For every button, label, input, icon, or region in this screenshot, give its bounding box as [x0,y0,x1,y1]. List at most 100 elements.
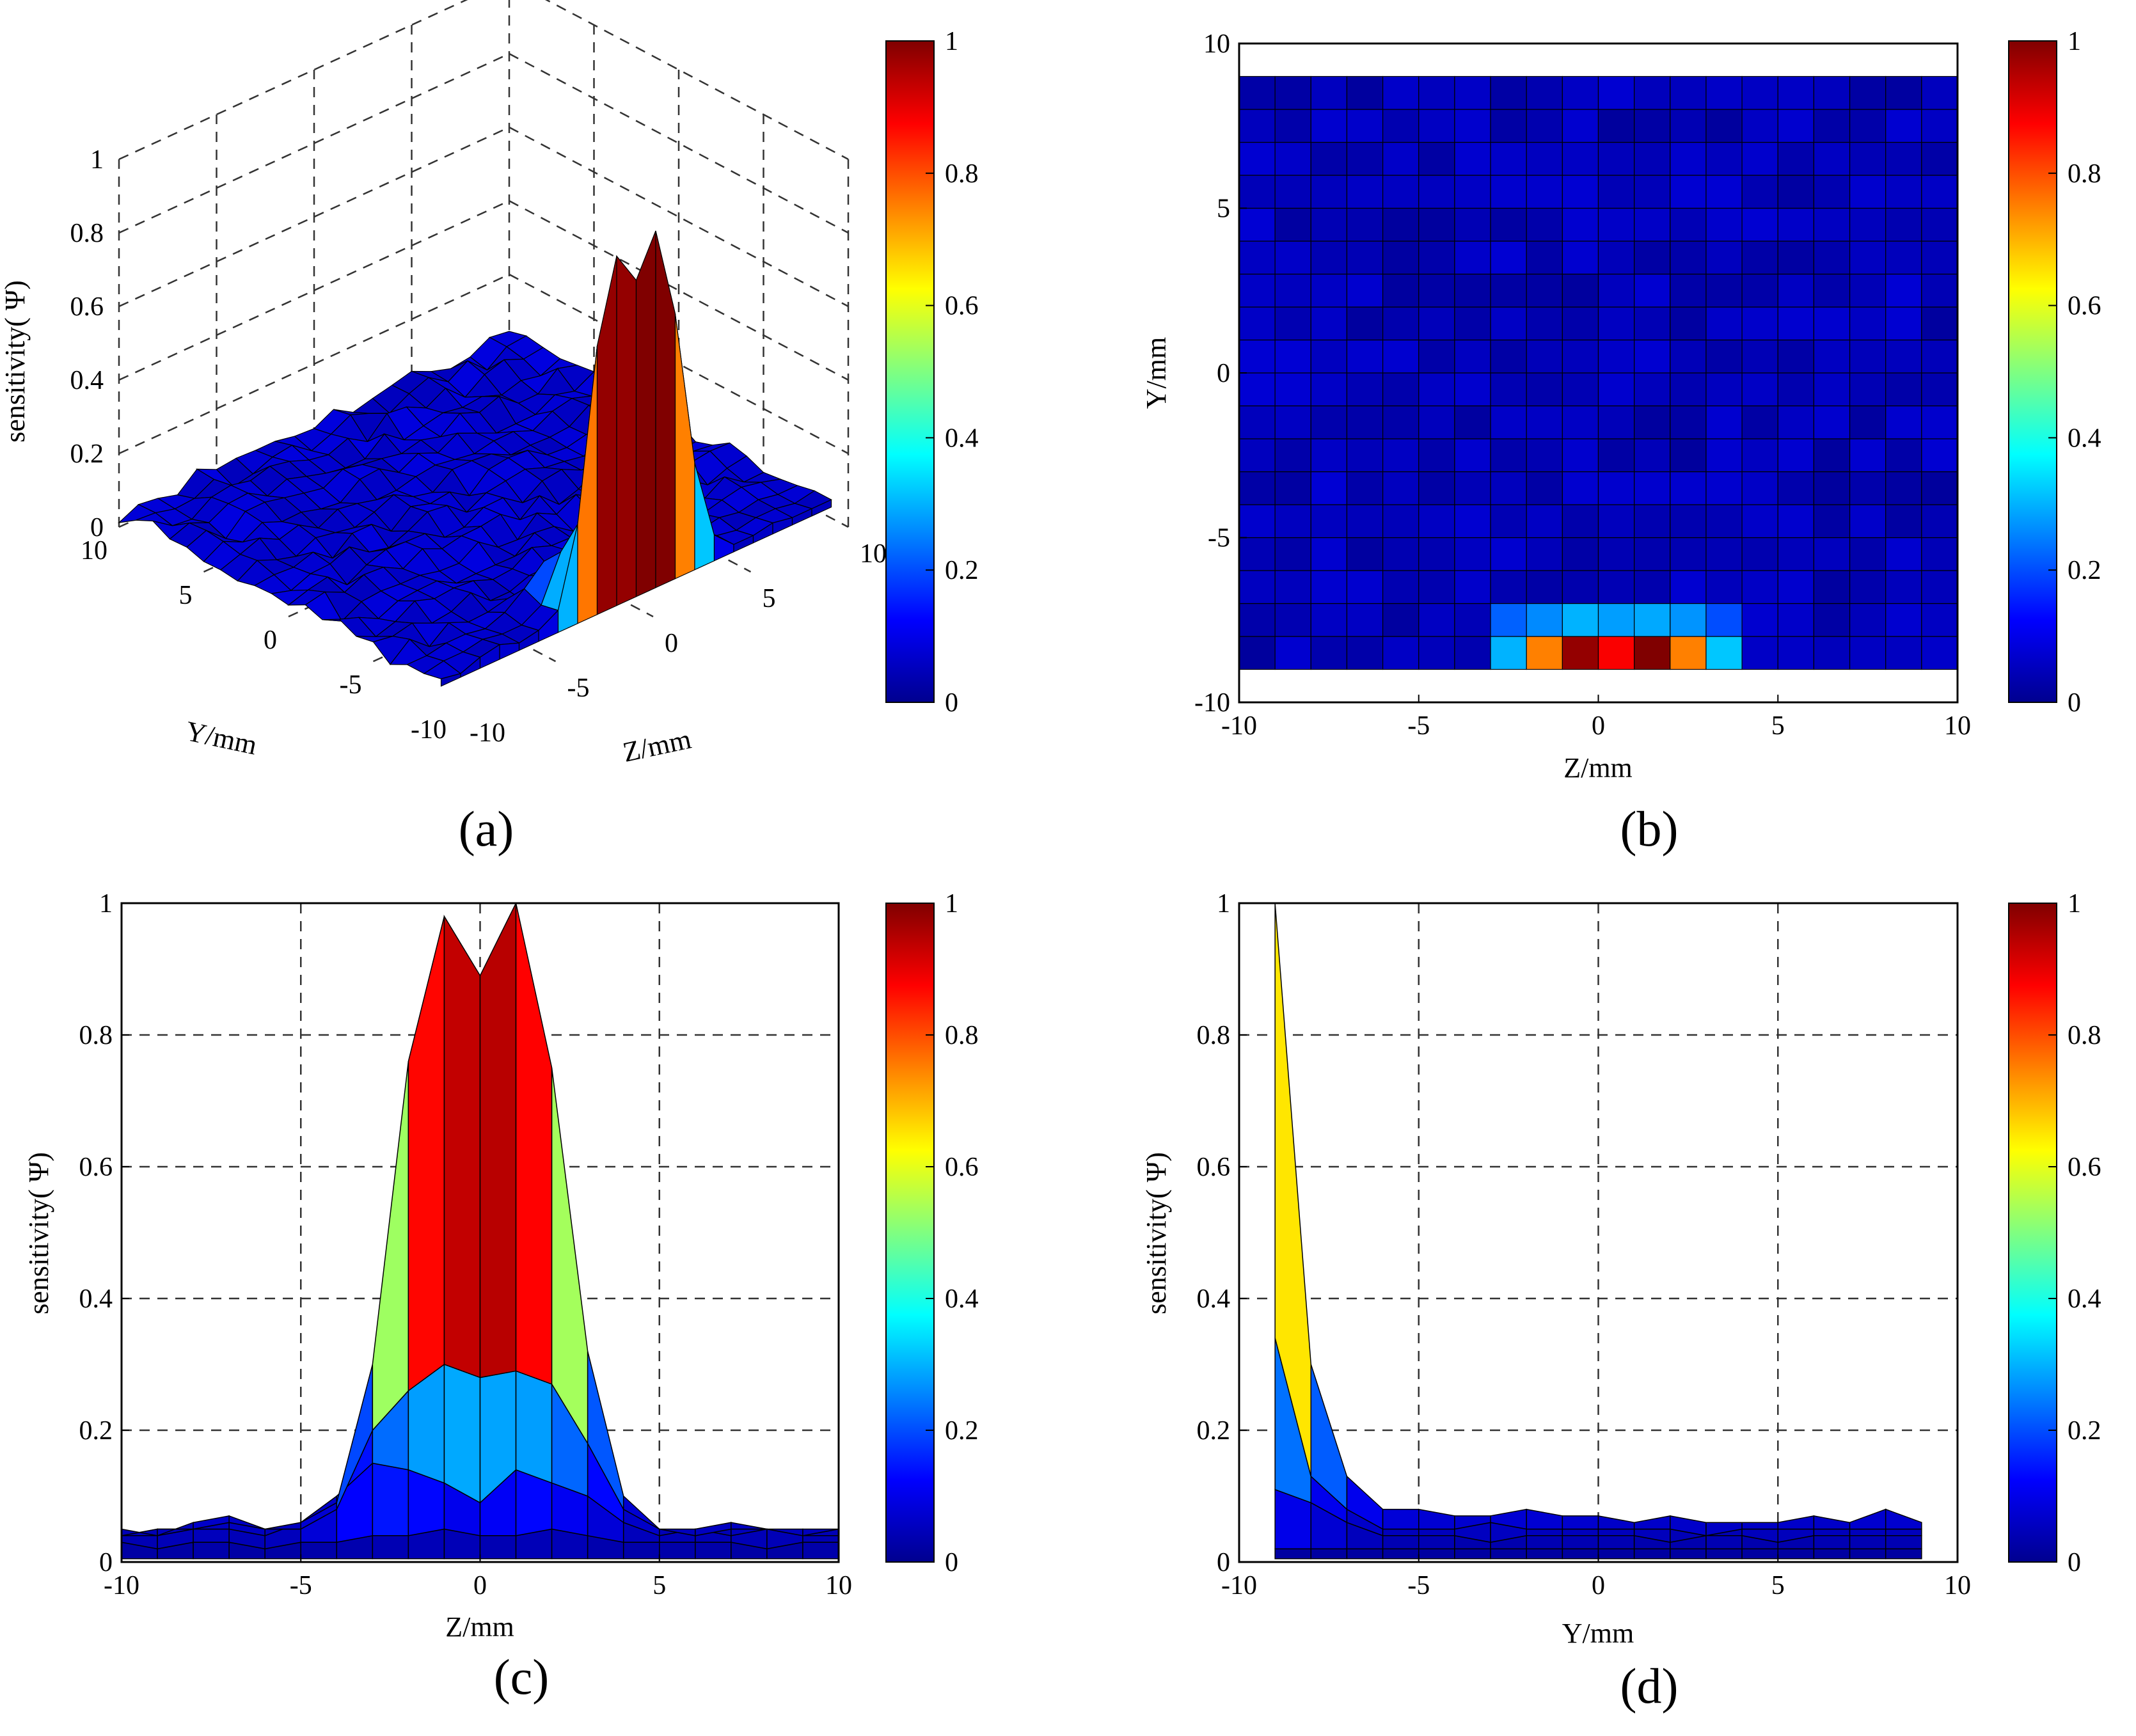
heatmap-cell [1274,603,1311,637]
heatmap-cell [1705,273,1743,308]
y-tick-label: 1 [99,889,113,919]
series-patch [1490,1548,1527,1559]
series-patch [1310,1548,1348,1559]
heatmap-cell [1238,570,1276,604]
heatmap-cell [1741,570,1778,604]
heatmap-cell [1346,570,1384,604]
heatmap-cell [1346,273,1384,308]
x-tick-label: 10 [1944,711,1971,741]
heatmap-cell [1382,241,1420,275]
heatmap-cell [1705,109,1743,143]
heatmap-cell [1741,438,1778,473]
heatmap-cell [1310,372,1348,407]
heatmap-cell [1526,241,1563,275]
heatmap-cell [1921,438,1958,473]
heatmap-cell [1418,273,1455,308]
panel-b-x-ticks: -10 -5 0 5 10 [1221,695,1971,741]
heatmap-cell [1238,109,1276,143]
heatmap-cell [1670,141,1707,176]
heatmap-cell [1238,273,1276,308]
heatmap-cell [1921,75,1958,110]
heatmap-cell [1813,537,1851,571]
series-patch [372,1535,409,1559]
heatmap-cell [1741,405,1778,439]
heatmap-cell [1382,471,1420,505]
heatmap-cell [1346,438,1384,473]
x-tick-label: -10 [470,718,505,748]
heatmap-cell [1597,241,1635,275]
series-patch [1885,1508,1922,1530]
heatmap-cell [1670,175,1707,209]
heatmap-cell [1849,339,1887,374]
heatmap-cell [1670,504,1707,539]
heatmap-cell [1526,273,1563,308]
heatmap-cell [1634,339,1671,374]
heatmap-cell [1346,339,1384,374]
series-patch [443,1363,481,1504]
heatmap-cell [1885,372,1922,407]
y-tick-label: 10 [81,536,107,565]
heatmap-cell [1418,570,1455,604]
heatmap-cell [1382,372,1420,407]
heatmap-cell [1741,141,1778,176]
heatmap-cell [1526,339,1563,374]
heatmap-cell [1562,273,1599,308]
heatmap-cell [1741,109,1778,143]
heatmap-cell [1526,109,1563,143]
heatmap-cell [1526,175,1563,209]
y-tick-label: 0 [264,626,277,655]
colorbar-tick-label: 0.4 [2068,1284,2101,1314]
heatmap-cell [1526,207,1563,242]
heatmap-cell [1490,141,1527,176]
series-patch [515,1370,553,1484]
heatmap-cell [1813,109,1851,143]
heatmap-cell [1885,273,1922,308]
y-tick-label: 1 [1217,889,1230,919]
panel-d-colorbar: 0 0.2 0.4 0.6 0.8 1 [2008,889,2101,1577]
heatmap-cell [1310,537,1348,571]
heatmap-cell [1346,504,1384,539]
series-patch [1418,1535,1455,1550]
heatmap-cell [1705,438,1743,473]
heatmap-cell [1885,109,1922,143]
x-tick-label: 10 [860,539,887,569]
heatmap-cell [1777,636,1815,670]
heatmap-cell [1562,175,1599,209]
heatmap-cell [1705,537,1743,571]
heatmap-cell [1346,141,1384,176]
heatmap-cell [1849,372,1887,407]
heatmap-cell [1813,339,1851,374]
heatmap-cell [1597,175,1635,209]
heatmap-cell [1346,603,1384,637]
heatmap-cell [1490,471,1527,505]
heatmap-cell [1597,109,1635,143]
colorbar-gradient [2009,41,2057,702]
heatmap-cell [1813,273,1851,308]
heatmap-cell [1418,636,1455,670]
heatmap-cell [1418,109,1455,143]
heatmap-cell [1562,207,1599,242]
heatmap-cell [1526,603,1563,637]
y-tick-label: -5 [1208,524,1230,553]
colorbar-tick-label: 0.4 [2068,423,2101,453]
series-patch [1813,1535,1851,1550]
panel-c-series [121,903,839,1559]
heatmap-cell [1382,109,1420,143]
colorbar-tick-label: 1 [945,889,958,919]
heatmap-cell [1741,339,1778,374]
heatmap-cell [1274,438,1311,473]
colorbar-tick-label: 0.6 [2068,1153,2101,1182]
heatmap-cell [1670,603,1707,637]
colorbar-tick-label: 0.6 [945,1153,979,1182]
heatmap-cell [1418,438,1455,473]
colorbar-tick-label: 0 [945,1548,958,1577]
series-patch [551,1068,589,1446]
heatmap-cell [1274,636,1311,670]
panel-b-label: (b) [1620,801,1679,856]
colorbar-tick-label: 0 [2068,1548,2081,1577]
colorbar-tick-label: 0.4 [945,1284,979,1314]
series-patch [1382,1535,1420,1550]
heatmap-cell [1777,241,1815,275]
heatmap-cell [1382,175,1420,209]
heatmap-cell [1562,241,1599,275]
